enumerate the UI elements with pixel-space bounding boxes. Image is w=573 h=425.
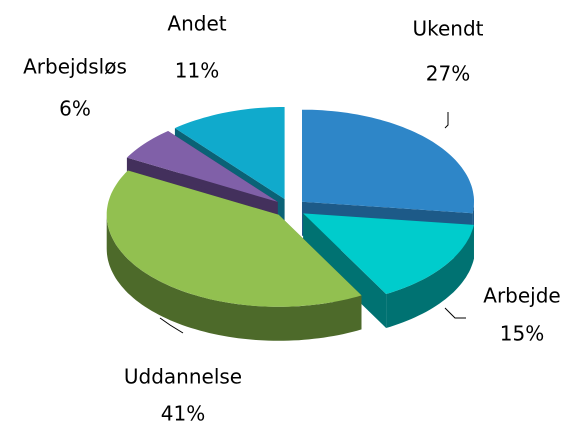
slice-label: Arbejde xyxy=(483,284,560,308)
slice-top xyxy=(303,213,474,294)
slice-value-label: 6% xyxy=(59,97,91,121)
slice-top xyxy=(126,131,278,202)
slice-value-label: 15% xyxy=(500,322,544,346)
pie xyxy=(106,107,474,341)
slice-value-label: 27% xyxy=(426,62,470,86)
slice xyxy=(303,213,474,328)
leader-line xyxy=(444,307,466,319)
leader-line xyxy=(159,317,184,334)
slice-top xyxy=(174,107,285,199)
slice xyxy=(106,170,362,341)
slice-side xyxy=(303,213,387,328)
slice-value-label: 41% xyxy=(161,402,205,425)
leader-line xyxy=(444,112,449,129)
slice-top xyxy=(106,170,362,307)
slice-side xyxy=(106,214,362,341)
slice-value-label: 11% xyxy=(175,59,219,83)
slice-side xyxy=(386,224,474,328)
slice-label: Uddannelse xyxy=(124,365,242,389)
slice-top xyxy=(302,109,474,214)
slice-label: Arbejdsløs xyxy=(23,55,127,79)
slice-label: Ukendt xyxy=(412,17,483,41)
slice-label: Andet xyxy=(167,12,226,36)
